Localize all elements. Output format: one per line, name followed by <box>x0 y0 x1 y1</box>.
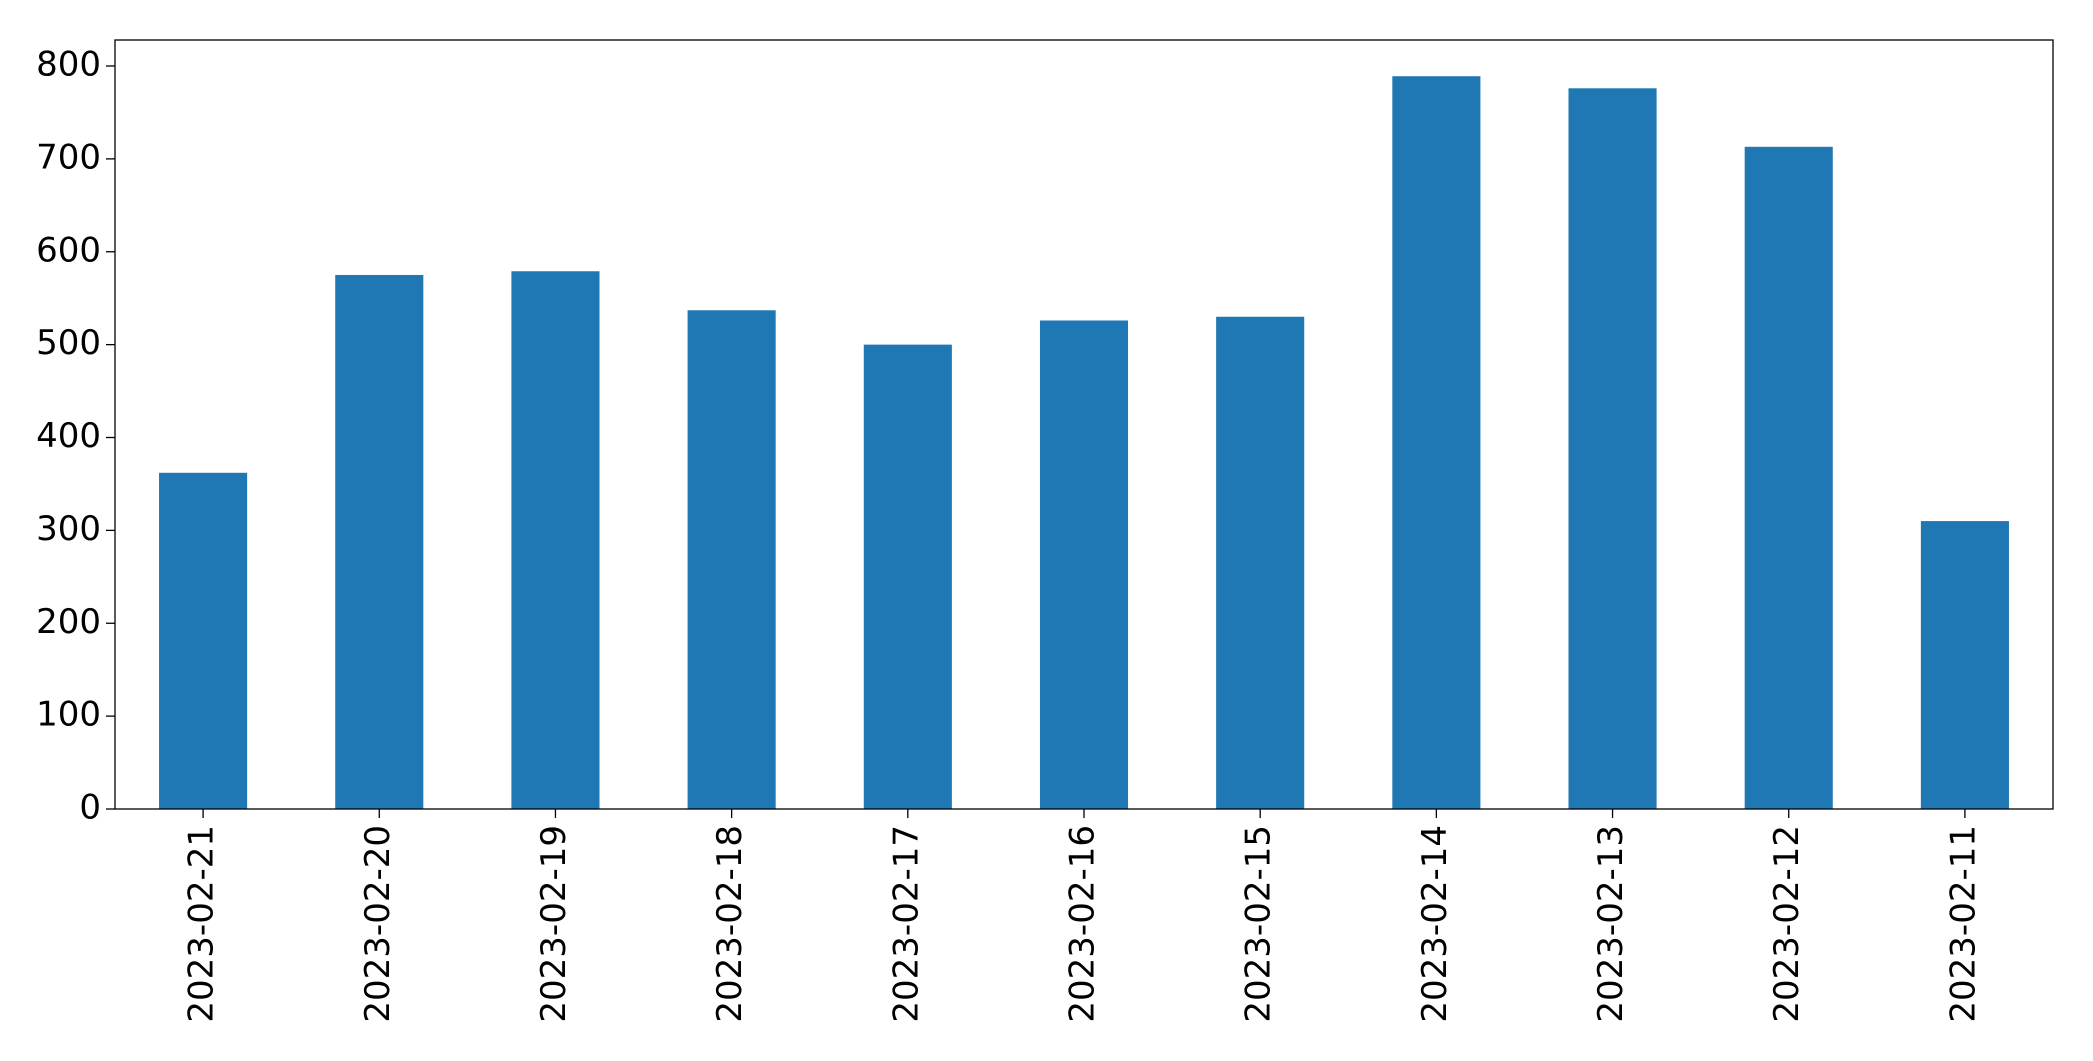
y-tick-label: 600 <box>36 230 101 270</box>
x-tick-label: 2023-02-12 <box>1767 825 1807 1023</box>
bar <box>1744 146 1833 810</box>
y-tick-label: 0 <box>79 788 101 828</box>
x-tick-label: 2023-02-16 <box>1063 825 1103 1023</box>
bar <box>863 344 952 809</box>
y-tick-label: 400 <box>36 416 101 456</box>
y-tick-label: 500 <box>36 323 101 363</box>
bar <box>335 274 424 809</box>
y-tick-label: 700 <box>36 137 101 177</box>
axes-frame <box>114 39 2054 810</box>
bar <box>1392 76 1481 810</box>
x-tick-label: 2023-02-14 <box>1415 825 1455 1023</box>
x-tick-label: 2023-02-17 <box>886 825 926 1023</box>
bar <box>687 310 776 809</box>
x-tick-label: 2023-02-15 <box>1239 825 1279 1023</box>
x-tick-label: 2023-02-21 <box>182 825 222 1023</box>
bar <box>1216 316 1305 809</box>
x-tick-label: 2023-02-11 <box>1943 825 1983 1023</box>
bar <box>1920 521 2009 809</box>
bar <box>1568 88 1657 810</box>
y-tick-label: 800 <box>36 45 101 85</box>
x-tick-label: 2023-02-20 <box>358 825 398 1023</box>
y-tick-label: 100 <box>36 695 101 735</box>
y-tick-label: 300 <box>36 509 101 549</box>
bar <box>1039 320 1129 809</box>
x-tick-label: 2023-02-18 <box>710 825 750 1023</box>
y-tick-label: 200 <box>36 602 101 642</box>
bar <box>159 472 248 809</box>
x-tick-label: 2023-02-19 <box>534 825 574 1023</box>
bar <box>511 271 600 810</box>
x-tick-label: 2023-02-13 <box>1591 825 1631 1023</box>
